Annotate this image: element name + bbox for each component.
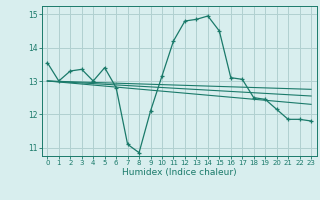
X-axis label: Humidex (Indice chaleur): Humidex (Indice chaleur) [122, 168, 236, 177]
